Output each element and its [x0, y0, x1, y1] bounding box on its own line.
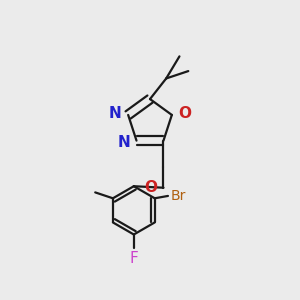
Text: O: O [178, 106, 191, 121]
Text: N: N [109, 106, 122, 121]
Text: O: O [144, 180, 157, 195]
Text: F: F [129, 251, 138, 266]
Text: N: N [117, 135, 130, 150]
Text: Br: Br [171, 189, 186, 203]
